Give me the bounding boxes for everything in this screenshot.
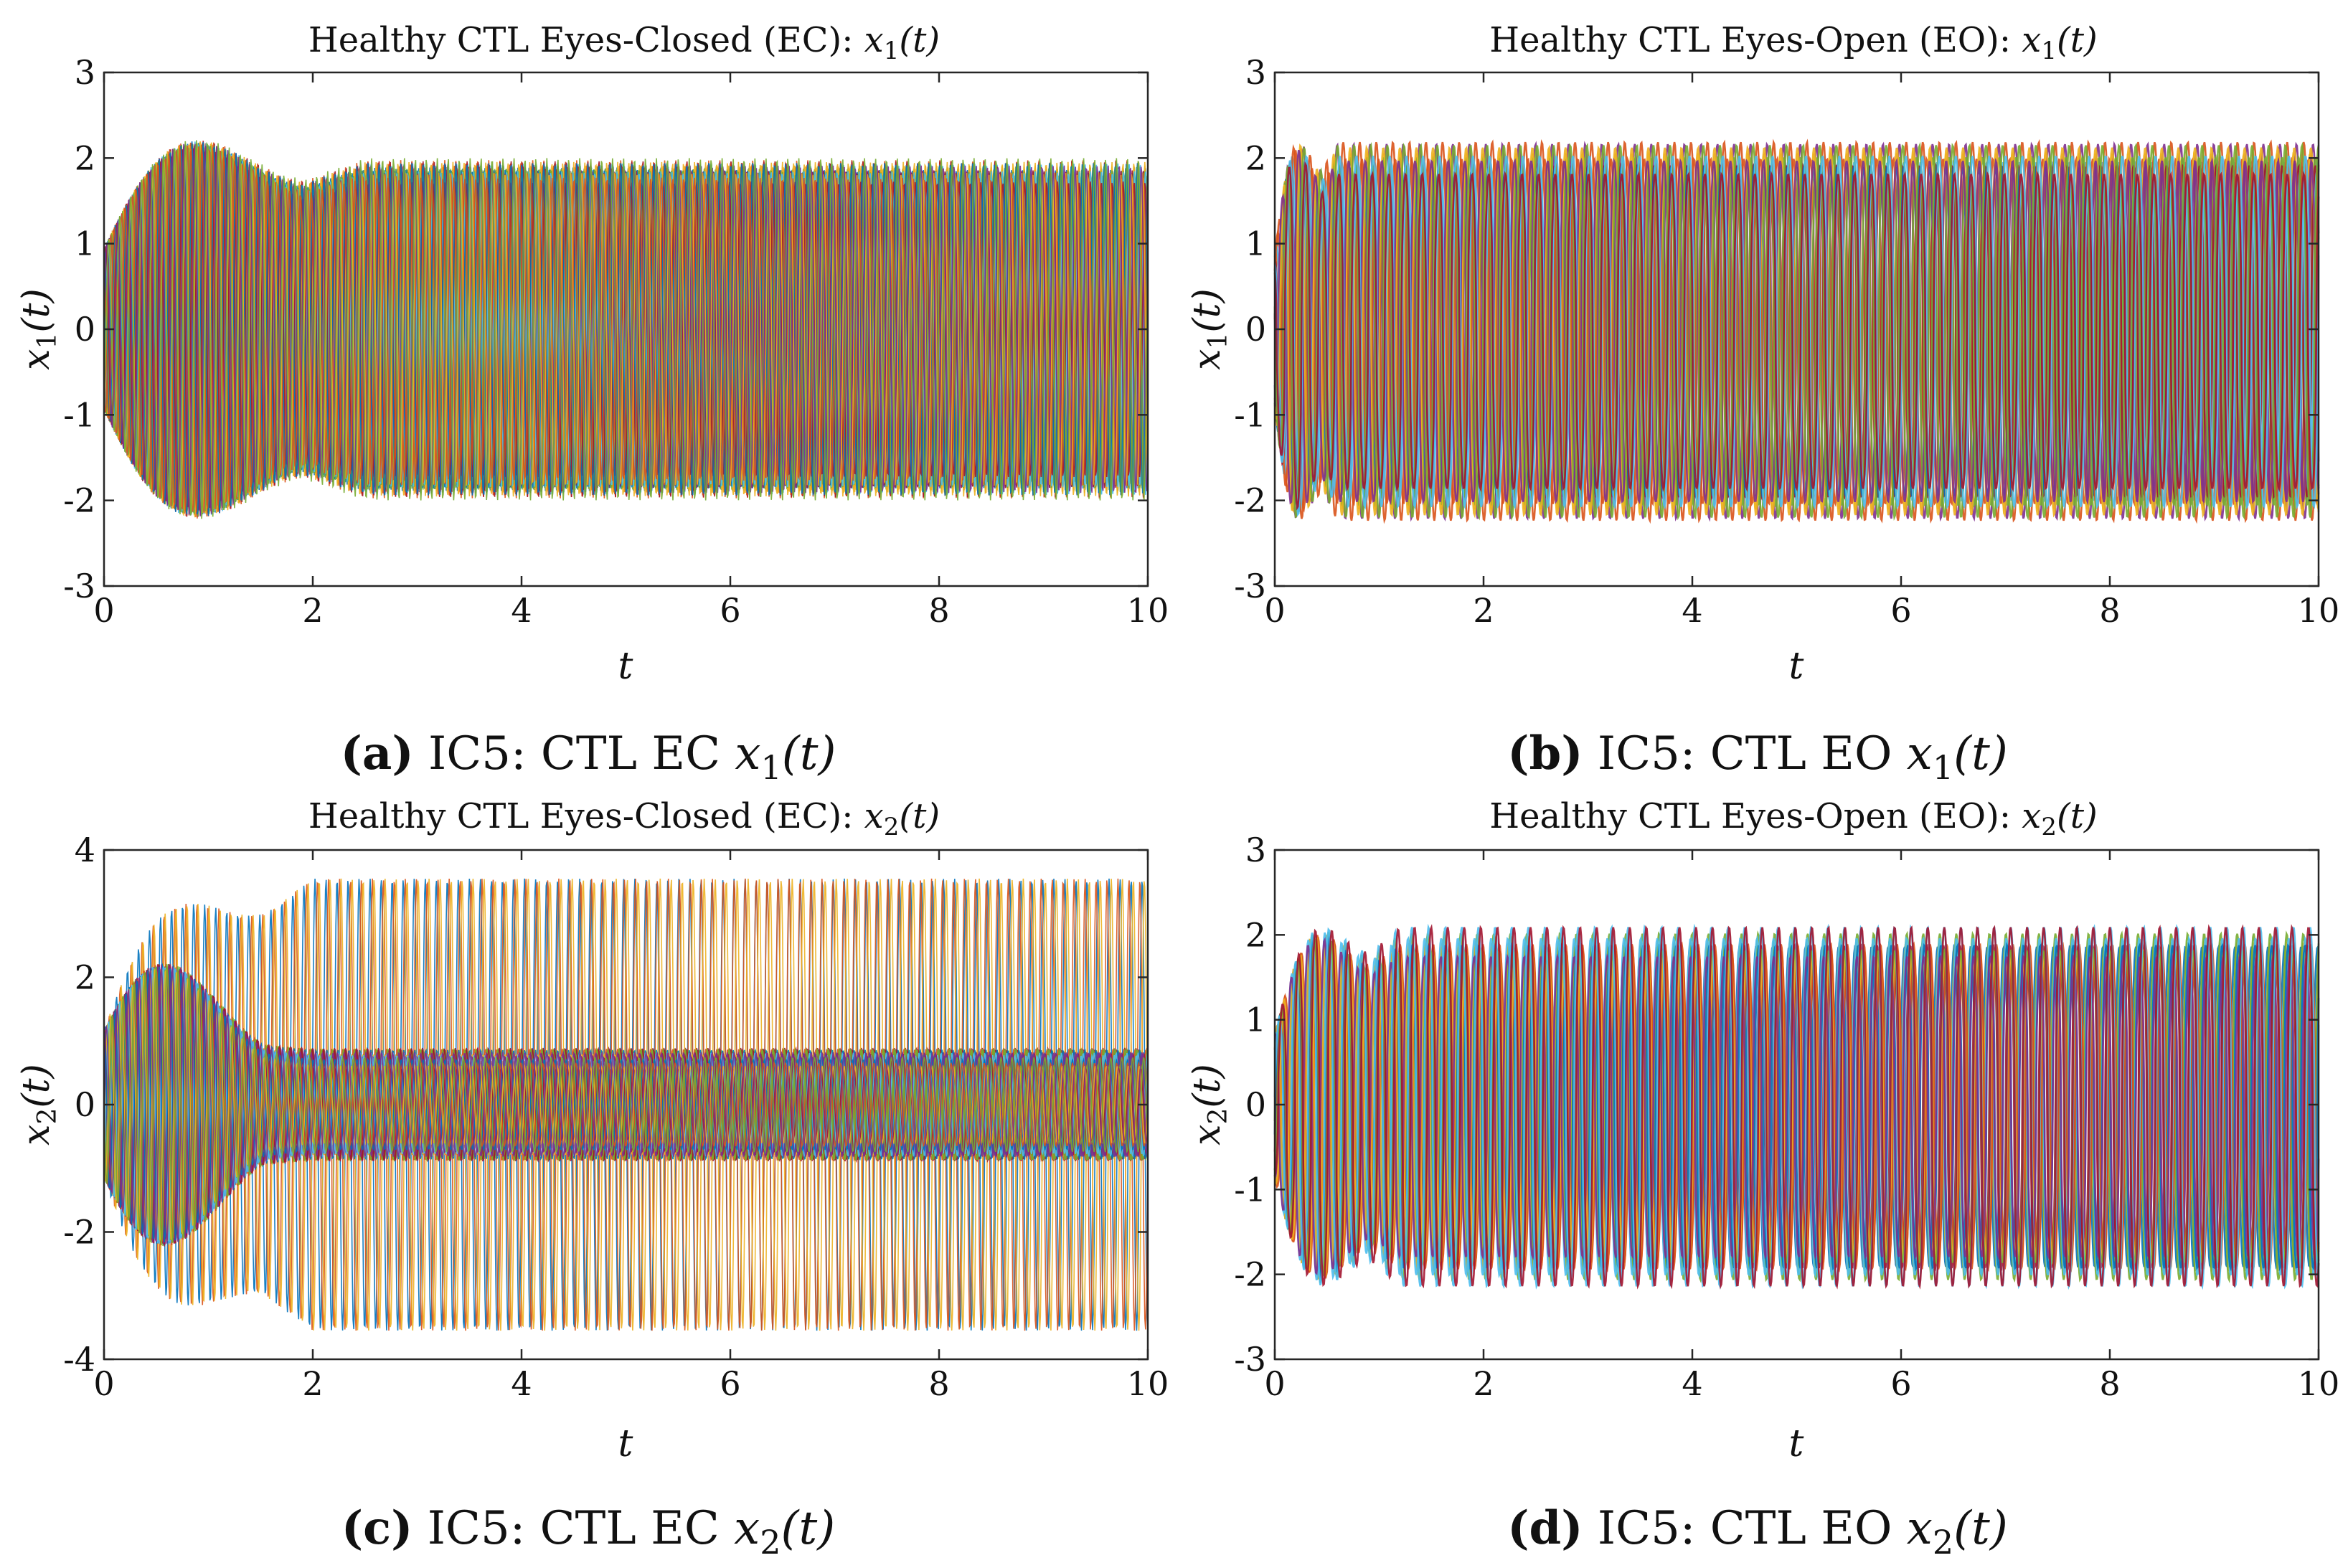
chart-title: Healthy CTL Eyes-Closed (EC): x1(t) xyxy=(308,20,940,65)
y-axis-label: x2(t) xyxy=(15,1064,62,1146)
series-line xyxy=(1274,937,2320,1275)
series-line xyxy=(103,140,1149,519)
x-tick-label: 2 xyxy=(1473,1364,1494,1403)
x-tick-label: 0 xyxy=(1264,591,1285,630)
x-tick-label: 0 xyxy=(1264,1364,1285,1403)
axes-box xyxy=(1273,849,2320,1361)
y-tick-label: -4 xyxy=(63,1340,95,1379)
x-axis-label: t xyxy=(618,1422,633,1465)
x-tick-label: 2 xyxy=(302,591,323,630)
y-tick-label: -2 xyxy=(1234,481,1266,520)
x-tick-label: 8 xyxy=(2099,591,2120,630)
axes-box xyxy=(1273,71,2320,587)
panel-caption: (c) IC5: CTL EC x2(t) xyxy=(341,1501,835,1562)
y-axis-label: x1(t) xyxy=(15,288,62,370)
x-tick-label: 4 xyxy=(511,591,532,630)
series-line xyxy=(1274,149,2320,506)
x-tick-label: 10 xyxy=(2298,591,2340,630)
y-tick-label: 2 xyxy=(1245,915,1266,954)
x-tick-label: 6 xyxy=(720,1364,740,1403)
y-tick-label: 3 xyxy=(75,53,95,92)
y-tick-label: -3 xyxy=(1234,1340,1266,1379)
y-tick-label: -3 xyxy=(63,567,95,605)
y-tick-label: 1 xyxy=(75,225,95,263)
series-group xyxy=(103,878,1149,1331)
axes-box xyxy=(103,71,1149,587)
x-tick-label: 4 xyxy=(511,1364,532,1403)
x-tick-label: 0 xyxy=(93,1364,114,1403)
y-tick-label: 1 xyxy=(1245,1001,1266,1039)
y-tick-label: -3 xyxy=(1234,567,1266,605)
x-tick-label: 10 xyxy=(1127,591,1169,630)
series-line xyxy=(103,966,1149,1243)
y-tick-label: 2 xyxy=(1245,138,1266,177)
panel-a: Healthy CTL Eyes-Closed (EC): x1(t) 0 2 4 6… xyxy=(15,20,1169,787)
y-tick-label: 2 xyxy=(75,138,95,177)
x-tick-label: 2 xyxy=(302,1364,323,1403)
x-tick-label: 8 xyxy=(2099,1364,2120,1403)
y-tick-label: 0 xyxy=(75,1085,95,1124)
y-tick-label: 1 xyxy=(1245,225,1266,263)
x-tick-label: 0 xyxy=(93,591,114,630)
y-tick-label: 2 xyxy=(75,958,95,997)
y-tick-label: -1 xyxy=(63,395,95,434)
y-tick-label: 0 xyxy=(1245,310,1266,349)
x-axis-label: t xyxy=(1789,645,1804,688)
y-tick-label: -1 xyxy=(1234,1170,1266,1209)
x-axis-label: t xyxy=(1789,1422,1804,1465)
x-tick-label: 6 xyxy=(1890,1364,1911,1403)
y-tick-label: -2 xyxy=(63,1213,95,1252)
axes-box xyxy=(103,849,1149,1361)
x-tick-label: 6 xyxy=(720,591,740,630)
series-line xyxy=(103,141,1149,516)
y-tick-label: 0 xyxy=(1245,1085,1266,1124)
series-line xyxy=(1273,924,2320,1290)
y-tick-label: -1 xyxy=(1234,395,1266,434)
series-group xyxy=(1273,923,2320,1290)
y-tick-label: 4 xyxy=(75,831,95,869)
x-tick-label: 4 xyxy=(1682,1364,1702,1403)
panel-b: Healthy CTL Eyes-Open (EO): x1(t) 0 2 4 6 8 1… xyxy=(1186,20,2339,787)
panel-caption: (d) IC5: CTL EO x2(t) xyxy=(1507,1501,2008,1562)
x-tick-label: 10 xyxy=(1127,1364,1169,1403)
series-line xyxy=(103,146,1149,514)
panel-caption: (b) IC5: CTL EO x1(t) xyxy=(1507,727,2008,787)
panel-d: Healthy CTL Eyes-Open (EO): x2(t) 0 2 4 6 8 1… xyxy=(1186,796,2339,1562)
chart-title: Healthy CTL Eyes-Closed (EC): x2(t) xyxy=(308,796,940,841)
x-tick-label: 2 xyxy=(1473,591,1494,630)
y-tick-label: -2 xyxy=(63,481,95,520)
x-tick-label: 8 xyxy=(928,1364,949,1403)
y-tick-label: 3 xyxy=(1245,831,1266,869)
series-line xyxy=(1273,161,2320,511)
panel-caption: (a) IC5: CTL EC x1(t) xyxy=(341,727,836,787)
tick-group: 0 2 4 6 8 10 -3 -2 -1 0 1 2 3 xyxy=(1234,831,2339,1403)
series-line xyxy=(1273,149,2320,509)
x-tick-label: 10 xyxy=(2298,1364,2340,1403)
chart-title: Healthy CTL Eyes-Open (EO): x1(t) xyxy=(1489,20,2098,65)
x-tick-label: 8 xyxy=(928,591,949,630)
y-axis-label: x2(t) xyxy=(1186,1064,1233,1146)
series-line xyxy=(1273,154,2320,517)
y-tick-label: 0 xyxy=(75,310,95,349)
x-tick-label: 4 xyxy=(1682,591,1702,630)
tick-group: 0 2 4 6 8 10 -3 -2 -1 0 1 2 3 xyxy=(1234,53,2339,630)
x-tick-label: 6 xyxy=(1890,591,1911,630)
chart-title: Healthy CTL Eyes-Open (EO): x2(t) xyxy=(1489,796,2098,841)
series-line xyxy=(1273,143,2320,519)
y-tick-label: -2 xyxy=(1234,1255,1266,1294)
series-group xyxy=(103,140,1149,519)
panel-c: Healthy CTL Eyes-Closed (EC): x2(t) 0 2 4 6… xyxy=(15,796,1169,1562)
y-tick-label: 3 xyxy=(1245,53,1266,92)
x-axis-label: t xyxy=(618,645,633,688)
series-group xyxy=(1273,138,2320,524)
tick-group: 0 2 4 6 8 10 -4 -2 0 2 4 xyxy=(63,831,1169,1403)
y-axis-label: x1(t) xyxy=(1186,288,1233,370)
